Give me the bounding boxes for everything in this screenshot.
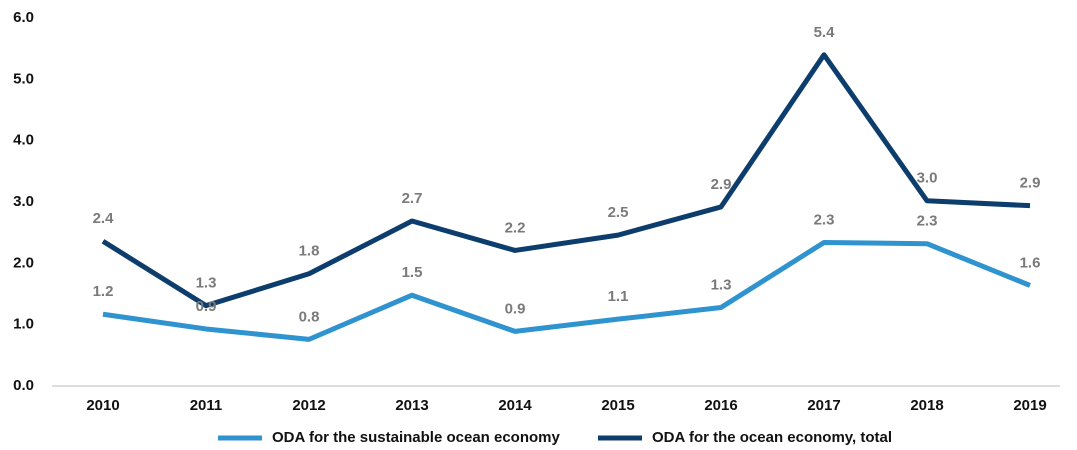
data-label: 1.1 [608,288,629,305]
series-line [101,52,1031,309]
data-label: 2.7 [402,190,423,207]
data-label: 0.8 [299,308,320,325]
data-label: 1.2 [93,283,114,300]
data-label: 2.2 [505,219,526,236]
x-tick-label: 2015 [601,397,634,414]
data-label: 5.4 [814,24,836,41]
data-label: 2.4 [93,210,115,227]
data-label: 1.3 [711,276,732,293]
legend-label: ODA for the ocean economy, total [652,429,892,446]
series-line [102,239,1031,342]
data-label: 2.3 [814,211,835,228]
y-tick-label: 6.0 [13,9,34,26]
y-tick-label: 0.0 [13,377,34,394]
x-tick-label: 2017 [807,397,840,414]
data-label: 0.9 [196,298,217,315]
y-tick-label: 4.0 [13,132,34,149]
data-label: 2.5 [608,204,629,221]
x-tick-label: 2012 [292,397,325,414]
data-label: 1.6 [1020,254,1041,271]
y-tick-label: 3.0 [13,193,34,210]
legend-label: ODA for the sustainable ocean economy [272,429,560,446]
data-label: 2.3 [917,213,938,230]
y-tick-label: 5.0 [13,70,34,87]
data-label: 1.8 [299,243,320,260]
x-tick-label: 2018 [910,397,943,414]
y-tick-label: 1.0 [13,316,34,333]
data-label: 3.0 [917,170,938,187]
x-tick-label: 2010 [86,397,119,414]
data-label: 2.9 [711,176,732,193]
data-label: 1.5 [402,264,423,281]
x-tick-label: 2011 [190,397,223,414]
data-label: 1.3 [196,275,217,292]
data-label: 2.9 [1020,175,1041,192]
x-tick-label: 2019 [1013,397,1046,414]
x-tick-label: 2014 [498,397,532,414]
x-tick-label: 2013 [395,397,428,414]
y-tick-label: 2.0 [13,254,34,271]
data-label: 0.9 [505,300,526,317]
x-tick-label: 2016 [704,397,737,414]
